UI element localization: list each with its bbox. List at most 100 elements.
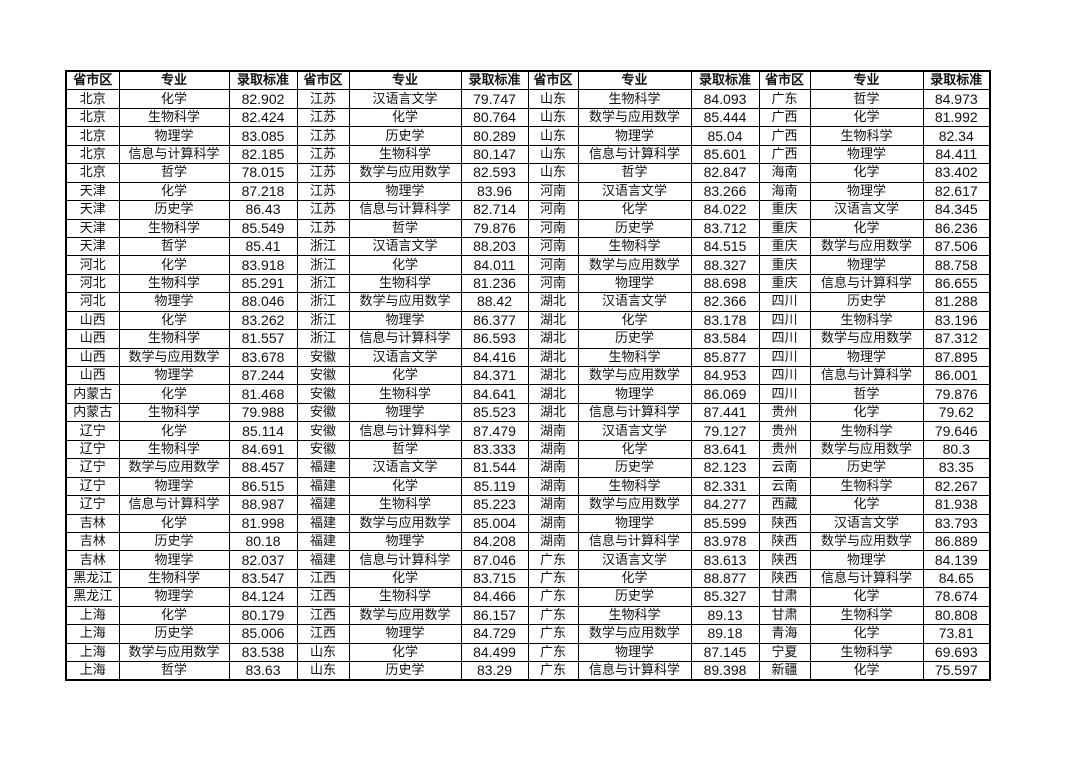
province-cell: 河南 xyxy=(527,255,579,275)
score-cell: 87.479 xyxy=(460,421,529,441)
province-cell: 湖南 xyxy=(527,531,579,552)
score-cell: 83.547 xyxy=(228,568,298,589)
score-cell: 82.123 xyxy=(690,458,760,478)
major-cell: 化学 xyxy=(348,107,462,128)
province-cell: 四川 xyxy=(758,384,811,404)
table-row: 辽宁 生物科学 84.691 安徽 哲学 83.333 湖南 化学 83.641 贵州 数学与应用数… xyxy=(65,439,991,460)
major-cell: 数学与应用数学 xyxy=(577,495,692,515)
province-cell: 广东 xyxy=(527,661,579,681)
province-cell: 北京 xyxy=(65,107,120,128)
score-cell: 85.549 xyxy=(228,218,298,238)
province-cell: 江苏 xyxy=(296,144,350,165)
major-cell: 物理学 xyxy=(348,402,462,423)
major-cell: 物理学 xyxy=(809,144,924,165)
major-cell: 生物科学 xyxy=(348,144,462,165)
province-cell: 上海 xyxy=(65,605,120,626)
score-cell: 84.416 xyxy=(460,347,529,368)
score-cell: 83.678 xyxy=(228,347,298,368)
province-cell: 北京 xyxy=(65,89,120,109)
major-cell: 物理学 xyxy=(118,476,230,497)
major-cell: 生物科学 xyxy=(348,587,462,607)
major-cell: 物理学 xyxy=(809,347,924,368)
major-cell: 化学 xyxy=(577,310,692,331)
score-cell: 88.42 xyxy=(460,292,529,312)
province-cell: 内蒙古 xyxy=(65,384,120,404)
score-cell: 84.139 xyxy=(922,550,991,570)
province-cell: 山东 xyxy=(527,89,579,109)
province-cell: 湖南 xyxy=(527,495,579,515)
score-cell: 81.557 xyxy=(228,329,298,349)
major-cell: 汉语言文学 xyxy=(577,421,692,441)
province-cell: 山东 xyxy=(296,642,350,663)
major-cell: 历史学 xyxy=(577,587,692,607)
header-score: 录取标准 xyxy=(228,70,298,91)
province-cell: 浙江 xyxy=(296,236,350,257)
major-cell: 化学 xyxy=(348,476,462,497)
major-cell: 物理学 xyxy=(118,126,230,146)
score-cell: 81.998 xyxy=(228,513,298,533)
score-cell: 83.196 xyxy=(922,310,991,331)
province-cell: 河南 xyxy=(527,236,579,257)
major-cell: 信息与计算科学 xyxy=(348,550,462,570)
major-cell: 化学 xyxy=(348,365,462,386)
major-cell: 哲学 xyxy=(809,89,924,109)
province-cell: 海南 xyxy=(758,163,811,183)
table-row: 吉林 物理学 82.037 福建 信息与计算科学 87.046 广东 汉语言文学 83.613 陕… xyxy=(65,550,991,570)
province-cell: 江西 xyxy=(296,587,350,607)
province-cell: 湖南 xyxy=(527,513,579,533)
score-cell: 87.506 xyxy=(922,236,991,257)
major-cell: 化学 xyxy=(809,218,924,238)
major-cell: 信息与计算科学 xyxy=(809,273,924,294)
province-cell: 江苏 xyxy=(296,126,350,146)
score-cell: 85.291 xyxy=(228,273,298,294)
major-cell: 化学 xyxy=(118,421,230,441)
score-cell: 80.18 xyxy=(228,531,298,552)
province-cell: 湖北 xyxy=(527,384,579,404)
table-row: 山西 化学 83.262 浙江 物理学 86.377 湖北 化学 83.178 四川 生物科学 83.… xyxy=(65,310,991,331)
table-row: 辽宁 数学与应用数学 88.457 福建 汉语言文学 81.544 湖南 历史学 82.123 云… xyxy=(65,458,991,478)
major-cell: 生物科学 xyxy=(348,273,462,294)
score-cell: 88.877 xyxy=(690,568,760,589)
major-cell: 化学 xyxy=(809,402,924,423)
header-province: 省市区 xyxy=(758,70,811,91)
score-cell: 79.127 xyxy=(690,421,760,441)
province-cell: 河北 xyxy=(65,255,120,275)
province-cell: 辽宁 xyxy=(65,495,120,515)
major-cell: 哲学 xyxy=(348,218,462,238)
score-cell: 83.29 xyxy=(460,661,529,681)
major-cell: 化学 xyxy=(118,384,230,404)
major-cell: 汉语言文学 xyxy=(348,89,462,109)
major-cell: 生物科学 xyxy=(118,439,230,460)
major-cell: 化学 xyxy=(809,587,924,607)
major-cell: 生物科学 xyxy=(348,384,462,404)
major-cell: 数学与应用数学 xyxy=(348,605,462,626)
major-cell: 化学 xyxy=(809,495,924,515)
score-cell: 81.938 xyxy=(922,495,991,515)
province-cell: 四川 xyxy=(758,292,811,312)
score-cell: 82.185 xyxy=(228,144,298,165)
major-cell: 哲学 xyxy=(118,163,230,183)
province-cell: 浙江 xyxy=(296,255,350,275)
score-cell: 82.267 xyxy=(922,476,991,497)
major-cell: 物理学 xyxy=(809,255,924,275)
province-cell: 辽宁 xyxy=(65,439,120,460)
province-cell: 海南 xyxy=(758,181,811,202)
score-cell: 81.992 xyxy=(922,107,991,128)
major-cell: 数学与应用数学 xyxy=(809,439,924,460)
score-cell: 79.747 xyxy=(460,89,529,109)
province-cell: 河北 xyxy=(65,273,120,294)
major-cell: 化学 xyxy=(577,568,692,589)
score-cell: 81.544 xyxy=(460,458,529,478)
major-cell: 信息与计算科学 xyxy=(577,531,692,552)
major-cell: 生物科学 xyxy=(577,89,692,109)
table-row: 天津 历史学 86.43 江苏 信息与计算科学 82.714 河南 化学 84.022 重庆 汉语言… xyxy=(65,200,991,220)
major-cell: 生物科学 xyxy=(809,605,924,626)
score-cell: 81.468 xyxy=(228,384,298,404)
major-cell: 生物科学 xyxy=(809,310,924,331)
score-cell: 79.62 xyxy=(922,402,991,423)
score-cell: 89.18 xyxy=(690,624,760,644)
province-cell: 陕西 xyxy=(758,568,811,589)
major-cell: 生物科学 xyxy=(118,402,230,423)
major-cell: 历史学 xyxy=(118,531,230,552)
major-cell: 哲学 xyxy=(118,236,230,257)
